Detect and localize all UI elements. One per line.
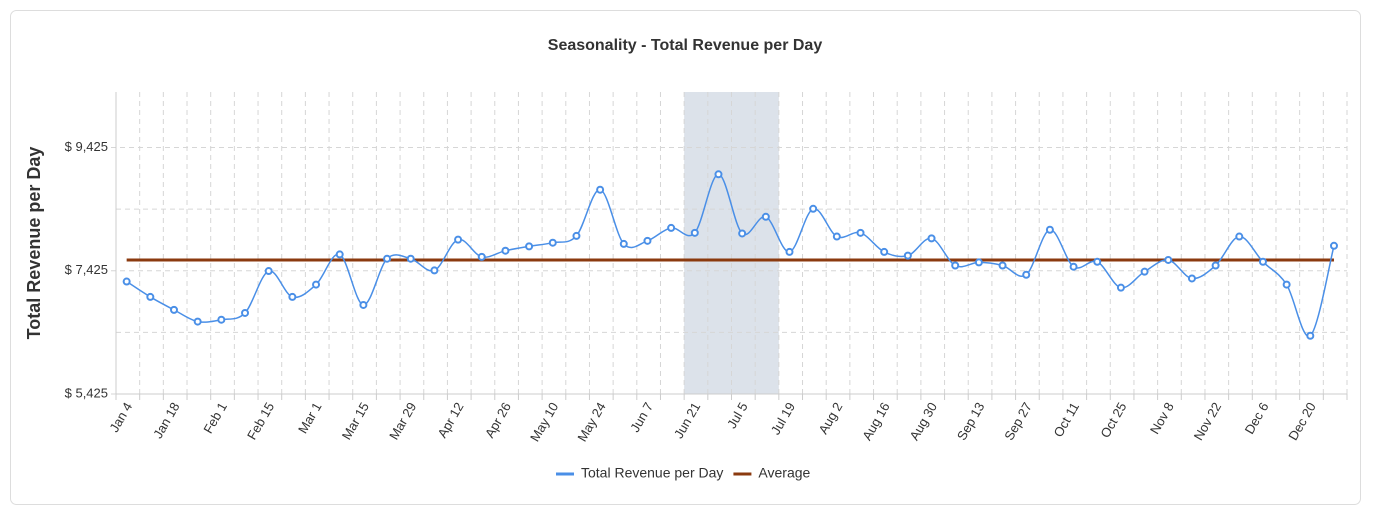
point — [927, 234, 936, 243]
point — [312, 280, 321, 289]
legend-label: Average — [758, 465, 810, 481]
point — [1211, 261, 1220, 270]
y-tick-label: $ 9,425 — [65, 139, 108, 154]
y-tick-label: $ 7,425 — [65, 262, 108, 277]
point — [738, 229, 747, 238]
point — [690, 228, 699, 237]
point — [832, 232, 841, 241]
point — [1069, 262, 1078, 271]
point — [714, 170, 723, 179]
point — [1045, 225, 1054, 234]
point — [241, 308, 250, 317]
point — [619, 239, 628, 248]
point — [1258, 257, 1267, 266]
point — [643, 236, 652, 245]
point — [1306, 331, 1315, 340]
point — [477, 252, 486, 261]
point — [359, 300, 368, 309]
highlight-band — [684, 92, 779, 394]
point — [1116, 283, 1125, 292]
point — [667, 223, 676, 232]
point — [335, 250, 344, 259]
point — [572, 231, 581, 240]
point — [809, 204, 818, 213]
point — [146, 292, 155, 301]
point — [406, 254, 415, 263]
point — [454, 235, 463, 244]
point — [122, 277, 131, 286]
point — [501, 246, 510, 255]
legend-label: Total Revenue per Day — [581, 465, 723, 481]
point — [856, 228, 865, 237]
point — [1022, 270, 1031, 279]
point — [761, 212, 770, 221]
point — [525, 242, 534, 251]
point — [880, 247, 889, 256]
point — [998, 261, 1007, 270]
point — [430, 266, 439, 275]
point — [288, 292, 297, 301]
point — [785, 247, 794, 256]
point — [383, 254, 392, 263]
point — [974, 258, 983, 267]
point — [217, 315, 226, 324]
y-axis-title: Total Revenue per Day — [24, 147, 44, 340]
point — [1140, 267, 1149, 276]
point — [903, 251, 912, 260]
point — [951, 261, 960, 270]
point — [1235, 232, 1244, 241]
point — [264, 267, 273, 276]
point — [193, 317, 202, 326]
line — [126, 173, 1335, 337]
chart-title: Seasonality - Total Revenue per Day — [548, 37, 823, 54]
point — [1093, 257, 1102, 266]
point — [596, 185, 605, 194]
point — [1282, 280, 1291, 289]
point — [169, 305, 178, 314]
point — [1164, 255, 1173, 264]
y-tick-label: $ 5,425 — [65, 385, 108, 400]
point — [548, 238, 557, 247]
point — [1187, 274, 1196, 283]
point — [1329, 241, 1338, 250]
